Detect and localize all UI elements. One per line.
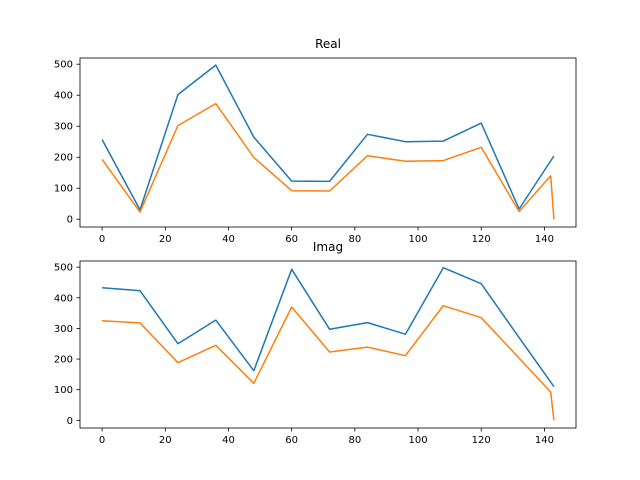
imag-y-tick-label: 400 <box>54 293 73 304</box>
imag-chart-title: Imag <box>313 240 343 254</box>
imag-x-tick-label: 60 <box>285 435 298 446</box>
real-x-tick-label: 0 <box>99 234 105 245</box>
imag-x-tick-label: 80 <box>348 435 361 446</box>
real-series-1-line <box>101 64 555 211</box>
imag-y-tick-label: 300 <box>54 324 73 335</box>
imag-y-tick-label: 200 <box>54 355 73 366</box>
imag-x-tick-label: 120 <box>472 435 491 446</box>
real-y-tick-label: 500 <box>54 60 73 71</box>
imag-x-tick-label: 0 <box>99 435 105 446</box>
imag-x-tick-label: 140 <box>535 435 554 446</box>
real-y-tick-label: 100 <box>54 184 73 195</box>
real-y-tick-label: 300 <box>54 122 73 133</box>
imag-series-1-line <box>102 266 555 388</box>
imag-subplot: Imag 0 20 40 60 80 100 120 140 0 100 200 300 400 500 <box>54 240 577 446</box>
imag-series-2-line <box>102 304 555 421</box>
imag-x-tick-label: 20 <box>159 435 172 446</box>
real-subplot: Real 0 20 40 60 80 100 120 140 0 100 200 300 400 500 <box>54 37 577 245</box>
real-x-tick-label: 140 <box>535 234 554 245</box>
imag-y-tick-label: 100 <box>54 385 73 396</box>
imag-axes-frame <box>79 260 577 429</box>
imag-x-tick-label: 100 <box>408 435 427 446</box>
real-x-tick-label: 80 <box>348 234 361 245</box>
real-x-tick-label: 60 <box>285 234 298 245</box>
real-y-tick-label: 200 <box>54 153 73 164</box>
real-y-tick-label: 0 <box>67 215 73 226</box>
imag-x-tick-label: 40 <box>222 435 235 446</box>
real-x-tick-label: 120 <box>472 234 491 245</box>
real-x-tick-label: 100 <box>408 234 427 245</box>
imag-y-tick-label: 500 <box>54 263 73 274</box>
imag-y-tick-label: 0 <box>67 416 73 427</box>
real-y-tick-label: 400 <box>54 91 73 102</box>
real-axes-frame <box>79 57 577 228</box>
real-series-2-line <box>101 102 555 220</box>
real-x-tick-label: 40 <box>222 234 235 245</box>
real-chart-title: Real <box>315 37 341 51</box>
real-x-tick-label: 20 <box>159 234 172 245</box>
